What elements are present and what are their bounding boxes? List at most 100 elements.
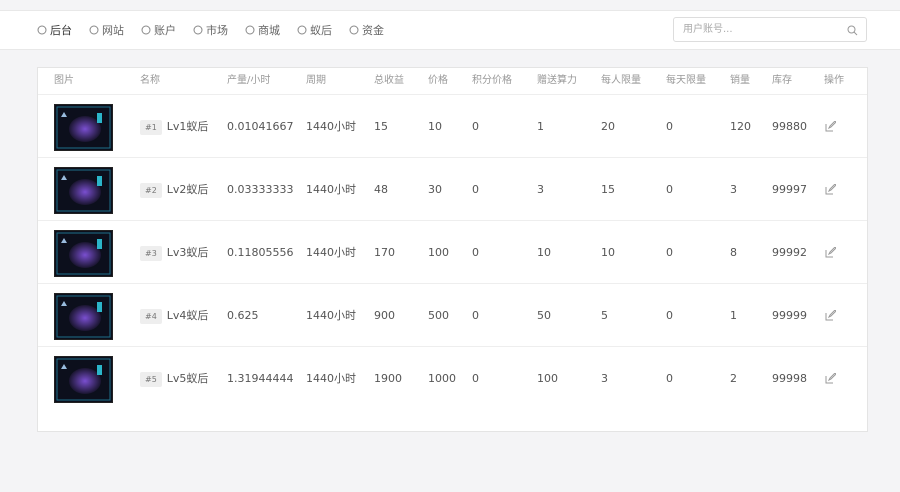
table-cell: 0 [666, 120, 673, 133]
nav-icon [349, 25, 359, 35]
nav-icon [245, 25, 255, 35]
edit-button[interactable] [825, 372, 837, 387]
table-cell: 30 [428, 183, 442, 196]
name-cell: #1 Lv1蚁后 [140, 95, 208, 158]
badge: #2 [140, 182, 162, 198]
thumbnail-art [55, 357, 112, 402]
nav-item[interactable]: 网站 [89, 22, 124, 38]
table-cell: 0.01041667 [227, 120, 294, 133]
table-cell: 1000 [428, 372, 456, 385]
table-cell: 0 [666, 246, 673, 259]
table-cell: 99999 [772, 309, 807, 322]
table-cell: 0 [666, 372, 673, 385]
edit-button[interactable] [825, 309, 837, 324]
badge: #3 [140, 245, 162, 261]
nav-item[interactable]: 账户 [141, 22, 176, 38]
nav-item[interactable]: 资金 [349, 22, 384, 38]
name-cell: #2 Lv2蚁后 [140, 158, 208, 221]
search-icon [847, 25, 858, 36]
nav-item[interactable]: 后台 [37, 22, 72, 38]
column-header: 赠送算力 [537, 75, 577, 86]
table-cell: 1440小时 [306, 246, 356, 259]
table-cell: 10 [601, 246, 615, 259]
nav: 后台 网站 账户 市场 商城 蚁后 资金 [37, 11, 384, 49]
table-cell: 0 [472, 372, 479, 385]
column-header: 名称 [140, 75, 160, 86]
nav-item[interactable]: 商城 [245, 22, 280, 38]
table-cell: 5 [601, 309, 608, 322]
name-cell: #4 Lv4蚁后 [140, 284, 208, 347]
table-cell: 1.31944444 [227, 372, 294, 385]
table-cell: 3 [537, 183, 544, 196]
table-cell: 2 [730, 372, 737, 385]
table-cell: 1 [730, 309, 737, 322]
edit-icon [825, 246, 837, 258]
thumbnail-art [55, 294, 112, 339]
table-cell: 0 [472, 309, 479, 322]
table-cell: 3 [730, 183, 737, 196]
nav-icon [37, 25, 47, 35]
nav-label: 账户 [154, 24, 176, 37]
table-row: #2 Lv2蚁后 0.03333333 1440小时 48 30 0 3 15 0 3 99997 [38, 157, 867, 221]
thumbnail [54, 104, 113, 151]
table-cell: 500 [428, 309, 449, 322]
nav-item[interactable]: 市场 [193, 22, 228, 38]
nav-label: 后台 [50, 24, 72, 37]
badge: #4 [140, 308, 162, 324]
nav-label: 蚁后 [310, 24, 332, 37]
column-header: 每天限量 [666, 75, 706, 86]
table-row: #4 Lv4蚁后 0.625 1440小时 900 500 0 50 5 0 1 99999 [38, 283, 867, 347]
table-cell: 99998 [772, 372, 807, 385]
table-cell: 10 [428, 120, 442, 133]
badge: #1 [140, 119, 162, 135]
table-cell: 100 [537, 372, 558, 385]
thumbnail [54, 167, 113, 214]
badge: #5 [140, 371, 162, 387]
edit-icon [825, 309, 837, 321]
table-cell: 0.11805556 [227, 246, 294, 259]
search-input[interactable]: 用户账号... [673, 17, 867, 42]
table-cell: 1440小时 [306, 309, 356, 322]
table-row: #5 Lv5蚁后 1.31944444 1440小时 1900 1000 0 100 3 0 2 99… [38, 346, 867, 410]
table-cell: 0 [666, 309, 673, 322]
table-cell: 0 [472, 183, 479, 196]
name-cell: #5 Lv5蚁后 [140, 347, 208, 410]
nav-icon [297, 25, 307, 35]
table-cell: 0 [472, 120, 479, 133]
column-header: 操作 [824, 75, 844, 86]
table-row: #3 Lv3蚁后 0.11805556 1440小时 170 100 0 10 10 0 8 9999… [38, 220, 867, 284]
thumbnail-art [55, 231, 112, 276]
edit-button[interactable] [825, 246, 837, 261]
thumbnail-art [55, 105, 112, 150]
name: Lv5蚁后 [166, 372, 209, 385]
table-cell: 1900 [374, 372, 402, 385]
table-cell: 1440小时 [306, 372, 356, 385]
edit-button[interactable] [825, 183, 837, 198]
thumbnail [54, 230, 113, 277]
table-cell: 20 [601, 120, 615, 133]
table-cell: 48 [374, 183, 388, 196]
table-cell: 99992 [772, 246, 807, 259]
column-header: 库存 [772, 75, 792, 86]
edit-button[interactable] [825, 120, 837, 135]
table-cell: 15 [374, 120, 388, 133]
nav-label: 网站 [102, 24, 124, 37]
table-cell: 15 [601, 183, 615, 196]
table-cell: 0 [472, 246, 479, 259]
table: 图片 名称 产量/小时 周期 总收益 价格 积分价格 赠送算力 每人限量 每天限量 销量 库存 操作 #1… [37, 67, 868, 432]
table-cell: 1440小时 [306, 120, 356, 133]
column-header: 总收益 [374, 75, 404, 86]
table-cell: 170 [374, 246, 395, 259]
search-placeholder: 用户账号... [683, 24, 733, 35]
table-cell: 8 [730, 246, 737, 259]
name: Lv1蚁后 [166, 120, 209, 133]
table-cell: 1440小时 [306, 183, 356, 196]
edit-icon [825, 372, 837, 384]
nav-icon [89, 25, 99, 35]
name-cell: #3 Lv3蚁后 [140, 221, 208, 284]
name: Lv2蚁后 [166, 183, 209, 196]
nav-label: 市场 [206, 24, 228, 37]
nav-item[interactable]: 蚁后 [297, 22, 332, 38]
column-header: 产量/小时 [227, 75, 271, 86]
